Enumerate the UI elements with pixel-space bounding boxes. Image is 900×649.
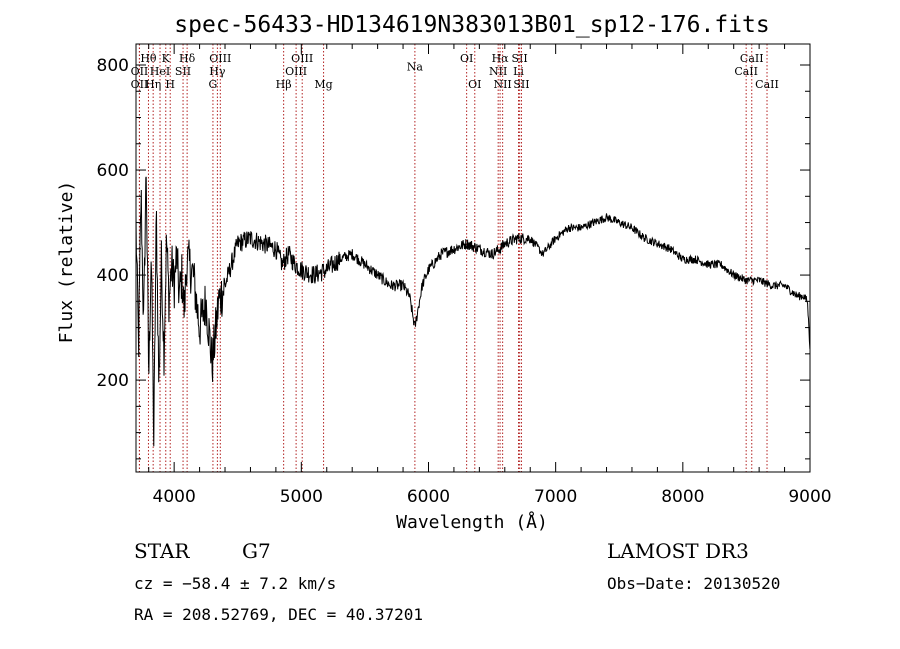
marker-label: OIII <box>291 52 313 65</box>
marker-label: NII <box>489 65 507 78</box>
marker-label: Mg <box>314 78 332 91</box>
object-class: STAR <box>134 539 190 563</box>
marker-label: Hγ <box>209 65 226 78</box>
marker-label: CaII <box>740 52 764 65</box>
cz-value: cz = −58.4 ± 7.2 km/s <box>134 574 336 593</box>
marker-label: Li <box>513 65 524 78</box>
marker-label: OI <box>468 78 481 91</box>
marker-label: K <box>162 52 171 65</box>
marker-label: HeI <box>150 65 170 78</box>
y-tick-label: 600 <box>97 161 129 181</box>
x-tick-label: 4000 <box>153 487 196 507</box>
marker-label: G <box>209 78 218 91</box>
marker-label: Na <box>407 60 424 73</box>
marker-label: Hβ <box>276 78 292 91</box>
x-axis-label: Wavelength (Å) <box>396 511 548 533</box>
marker-label: OI <box>460 52 473 65</box>
flux-line <box>135 176 811 447</box>
x-tick-label: 6000 <box>407 487 450 507</box>
axes: 4000 5000 6000 7000 8000 9000 200 400 600 800 <box>97 44 832 507</box>
chart-title: spec-56433-HD134619N383013B01_sp12-176.f… <box>174 12 769 38</box>
marker-label: Hδ <box>179 52 196 65</box>
y-tick-label: 200 <box>97 371 129 391</box>
x-tick-label: 8000 <box>661 487 704 507</box>
plot-frame <box>135 43 811 473</box>
marker-label: H <box>165 78 175 91</box>
marker-label: CaII <box>755 78 779 91</box>
marker-label: Hθ <box>140 52 157 65</box>
marker-label: Hη <box>145 78 161 91</box>
marker-label: Hα <box>492 52 510 65</box>
y-tick-label: 400 <box>97 266 129 286</box>
x-tick-label: 9000 <box>788 487 831 507</box>
ra-dec: RA = 208.52769, DEC = 40.37201 <box>134 605 423 624</box>
marker-label: NII <box>493 78 511 91</box>
marker-label: OII <box>131 78 149 91</box>
x-tick-label: 5000 <box>280 487 323 507</box>
spectral-subclass: G7 <box>242 539 271 563</box>
obs-date: Obs−Date: 20130520 <box>607 574 780 593</box>
marker-label: SII <box>513 78 529 91</box>
survey-name: LAMOST DR3 <box>607 539 749 563</box>
marker-label: OII <box>131 65 149 78</box>
y-axis-label: Flux (relative) <box>56 181 77 344</box>
y-tick-label: 800 <box>97 56 129 76</box>
x-tick-label: 7000 <box>534 487 577 507</box>
marker-label: OIII <box>285 65 307 78</box>
flux-series <box>135 176 811 447</box>
marker-label: SII <box>175 65 191 78</box>
marker-label: OIII <box>209 52 231 65</box>
marker-label: CaII <box>734 65 758 78</box>
marker-label: SII <box>512 52 528 65</box>
